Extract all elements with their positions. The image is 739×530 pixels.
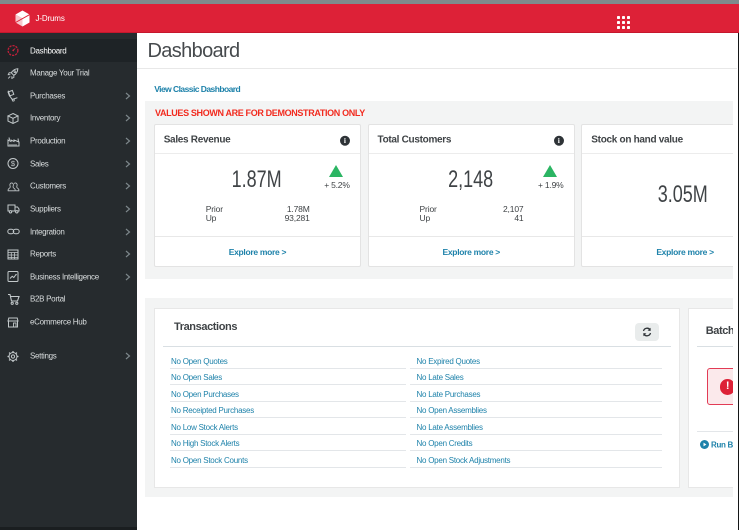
svg-text:$: $	[11, 159, 16, 168]
